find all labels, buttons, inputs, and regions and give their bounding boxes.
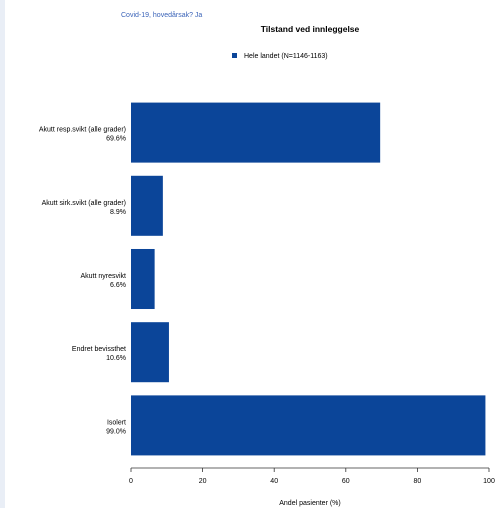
chart-frame: Covid-19, hovedårsak? Ja Tilstand ved in… bbox=[5, 0, 497, 508]
bar bbox=[131, 175, 163, 236]
filter-caption: Covid-19, hovedårsak? Ja bbox=[121, 11, 202, 19]
legend: Hele landet (N=1146-1163) bbox=[232, 53, 328, 60]
value-label: 6.6% bbox=[110, 282, 126, 289]
chart-svg: Covid-19, hovedårsak? Ja Tilstand ved in… bbox=[39, 11, 495, 507]
value-label: 69.6% bbox=[106, 136, 126, 143]
category-label: Endret bevissthet bbox=[72, 346, 126, 353]
bar bbox=[131, 322, 169, 383]
value-label: 8.9% bbox=[110, 209, 126, 216]
x-axis: 0 20 40 60 80 100 bbox=[129, 467, 495, 485]
x-axis-label: Andel pasienter (%) bbox=[279, 500, 340, 507]
x-tick-label: 80 bbox=[414, 478, 422, 485]
category-label: Akutt sirk.svikt (alle grader) bbox=[42, 200, 126, 207]
bars-group bbox=[131, 102, 486, 456]
value-label: 99.0% bbox=[106, 428, 126, 435]
x-tick-label: 60 bbox=[342, 478, 350, 485]
x-tick-label: 100 bbox=[483, 478, 495, 485]
chart-title: Tilstand ved innleggelse bbox=[261, 24, 360, 34]
category-labels: Akutt resp.svikt (alle grader) 69.6% Akutt… bbox=[39, 127, 126, 436]
value-label: 10.6% bbox=[106, 355, 126, 362]
legend-swatch bbox=[232, 53, 237, 58]
category-label: Akutt resp.svikt (alle grader) bbox=[39, 127, 126, 134]
x-tick-label: 20 bbox=[199, 478, 207, 485]
legend-label: Hele landet (N=1146-1163) bbox=[244, 53, 328, 60]
bar bbox=[131, 102, 381, 163]
category-label: Isolert bbox=[107, 419, 126, 426]
x-tick-label: 40 bbox=[270, 478, 278, 485]
bar bbox=[131, 395, 486, 456]
category-label: Akutt nyresvikt bbox=[80, 273, 126, 280]
bar bbox=[131, 248, 155, 310]
x-tick-label: 0 bbox=[129, 478, 133, 485]
